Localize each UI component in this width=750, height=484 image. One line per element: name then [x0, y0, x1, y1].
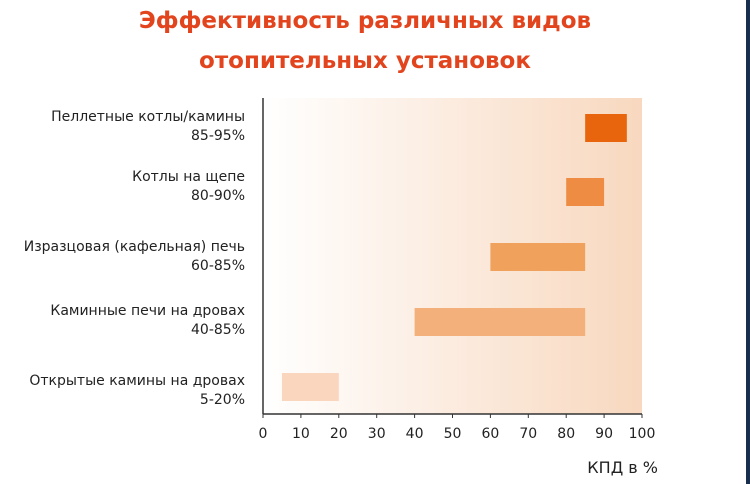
bar-1 — [585, 114, 627, 142]
category-name-2: Котлы на щепе — [132, 169, 245, 185]
bar-4 — [414, 308, 586, 336]
category-range-4: 40-85% — [191, 321, 245, 338]
x-tick-label: 60 — [481, 426, 499, 442]
bar-3 — [490, 243, 586, 271]
bar-2 — [566, 178, 605, 206]
bars-group — [281, 114, 627, 401]
category-label-4: Каминные печи на дровах 40-85% — [50, 302, 245, 340]
category-label-3: Изразцовая (кафельная) печь 60-85% — [24, 238, 245, 276]
category-name-5: Открытые камины на дровах — [29, 373, 245, 389]
x-tick-label: 50 — [444, 426, 462, 442]
window-edge — [746, 0, 750, 484]
x-tick-label: 10 — [292, 426, 310, 442]
category-name-1: Пеллетные котлы/камины — [51, 109, 245, 125]
category-range-5: 5-20% — [199, 391, 245, 408]
bar-5 — [281, 373, 339, 401]
x-tick-label: 90 — [595, 426, 613, 442]
x-tick-label: 30 — [368, 426, 386, 442]
x-tick-label: 100 — [629, 426, 656, 442]
x-tick-label: 70 — [519, 426, 537, 442]
category-range-3: 60-85% — [191, 257, 245, 274]
x-tick-label: 0 — [259, 426, 268, 442]
category-range-1: 85-95% — [191, 127, 245, 144]
category-name-3: Изразцовая (кафельная) печь — [23, 239, 245, 255]
category-name-4: Каминные печи на дровах — [50, 303, 245, 319]
x-axis-label: КПД в % — [587, 458, 658, 477]
category-label-2: Котлы на щепе 80-90% — [132, 168, 245, 206]
x-tick-label: 80 — [557, 426, 575, 442]
x-tick-label: 20 — [330, 426, 348, 442]
category-label-5: Открытые камины на дровах 5-20% — [29, 372, 245, 410]
x-ticks-group: 0 10 20 30 40 50 60 70 80 90 100 — [259, 414, 656, 442]
chart-title-line1: Эффективность различных видов — [138, 8, 592, 34]
category-range-2: 80-90% — [191, 187, 245, 204]
chart-title-line2: отопительных установок — [199, 48, 531, 74]
x-tick-label: 40 — [406, 426, 424, 442]
category-label-1: Пеллетные котлы/камины 85-95% — [51, 108, 245, 146]
